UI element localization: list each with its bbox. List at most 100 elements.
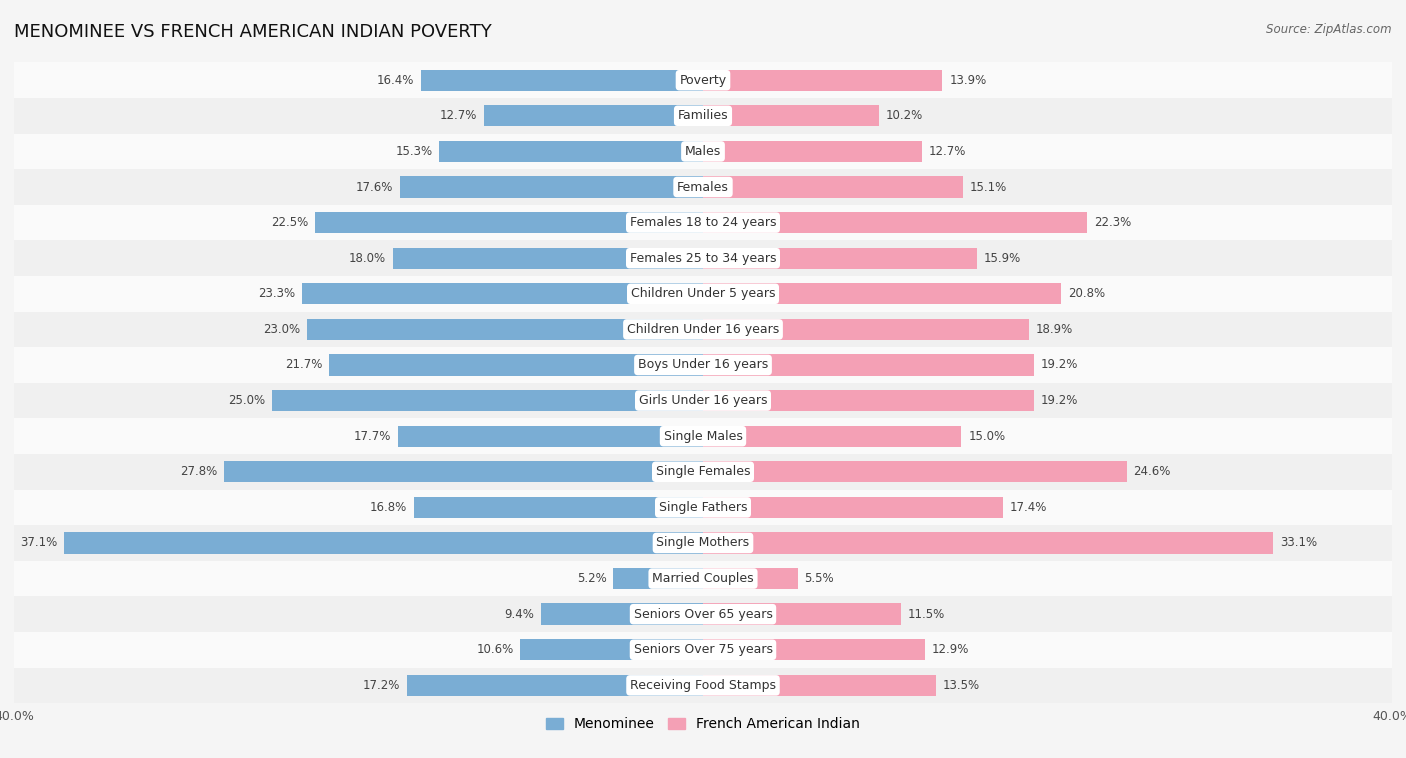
Bar <box>703 390 1033 412</box>
Text: Girls Under 16 years: Girls Under 16 years <box>638 394 768 407</box>
Bar <box>520 639 703 660</box>
Bar <box>14 276 1392 312</box>
Text: 12.7%: 12.7% <box>440 109 478 122</box>
Text: 18.0%: 18.0% <box>349 252 387 265</box>
Bar <box>420 70 703 91</box>
Text: 13.9%: 13.9% <box>949 74 987 86</box>
Bar <box>440 141 703 162</box>
Bar <box>14 668 1392 703</box>
Bar <box>224 461 703 482</box>
Text: 15.3%: 15.3% <box>395 145 433 158</box>
Text: 17.4%: 17.4% <box>1010 501 1047 514</box>
Bar <box>14 240 1392 276</box>
Text: Poverty: Poverty <box>679 74 727 86</box>
Text: 22.3%: 22.3% <box>1094 216 1132 229</box>
Bar <box>703 603 901 625</box>
Text: Married Couples: Married Couples <box>652 572 754 585</box>
Bar <box>703 568 797 589</box>
Bar <box>703 177 963 198</box>
Bar <box>703 248 977 269</box>
Bar <box>398 425 703 447</box>
Bar <box>14 205 1392 240</box>
Text: 9.4%: 9.4% <box>505 608 534 621</box>
Text: 15.0%: 15.0% <box>969 430 1005 443</box>
Bar <box>14 347 1392 383</box>
Text: 17.2%: 17.2% <box>363 679 399 692</box>
Bar <box>315 212 703 233</box>
Text: 5.5%: 5.5% <box>804 572 834 585</box>
Text: 12.7%: 12.7% <box>928 145 966 158</box>
Bar <box>703 283 1062 305</box>
Text: Females 25 to 34 years: Females 25 to 34 years <box>630 252 776 265</box>
Bar <box>703 461 1126 482</box>
Text: Boys Under 16 years: Boys Under 16 years <box>638 359 768 371</box>
Text: Source: ZipAtlas.com: Source: ZipAtlas.com <box>1267 23 1392 36</box>
Bar <box>703 532 1272 553</box>
Text: Single Fathers: Single Fathers <box>659 501 747 514</box>
Bar <box>541 603 703 625</box>
Text: 20.8%: 20.8% <box>1069 287 1105 300</box>
Text: 25.0%: 25.0% <box>228 394 266 407</box>
Text: Families: Families <box>678 109 728 122</box>
Bar <box>14 62 1392 98</box>
Text: 12.9%: 12.9% <box>932 644 970 656</box>
Text: 27.8%: 27.8% <box>180 465 218 478</box>
Bar <box>14 454 1392 490</box>
Text: Single Mothers: Single Mothers <box>657 537 749 550</box>
Bar <box>392 248 703 269</box>
Text: Children Under 16 years: Children Under 16 years <box>627 323 779 336</box>
Bar <box>703 496 1002 518</box>
Text: 33.1%: 33.1% <box>1279 537 1317 550</box>
Text: 37.1%: 37.1% <box>20 537 58 550</box>
Bar <box>703 212 1087 233</box>
Text: Single Males: Single Males <box>664 430 742 443</box>
Text: Females: Females <box>678 180 728 193</box>
Text: Seniors Over 75 years: Seniors Over 75 years <box>634 644 772 656</box>
Text: 5.2%: 5.2% <box>576 572 606 585</box>
Bar <box>14 312 1392 347</box>
Text: 24.6%: 24.6% <box>1133 465 1171 478</box>
Text: Seniors Over 65 years: Seniors Over 65 years <box>634 608 772 621</box>
Text: 23.3%: 23.3% <box>257 287 295 300</box>
Text: 19.2%: 19.2% <box>1040 394 1078 407</box>
Bar <box>14 561 1392 597</box>
Bar <box>703 354 1033 376</box>
Legend: Menominee, French American Indian: Menominee, French American Indian <box>540 712 866 737</box>
Text: MENOMINEE VS FRENCH AMERICAN INDIAN POVERTY: MENOMINEE VS FRENCH AMERICAN INDIAN POVE… <box>14 23 492 41</box>
Text: Single Females: Single Females <box>655 465 751 478</box>
Text: 10.6%: 10.6% <box>477 644 513 656</box>
Bar <box>399 177 703 198</box>
Text: 17.7%: 17.7% <box>354 430 391 443</box>
Text: Receiving Food Stamps: Receiving Food Stamps <box>630 679 776 692</box>
Text: 16.8%: 16.8% <box>370 501 406 514</box>
Text: 18.9%: 18.9% <box>1035 323 1073 336</box>
Text: Females 18 to 24 years: Females 18 to 24 years <box>630 216 776 229</box>
Bar <box>14 490 1392 525</box>
Bar <box>406 675 703 696</box>
Text: 13.5%: 13.5% <box>942 679 980 692</box>
Bar <box>703 675 935 696</box>
Bar <box>703 141 922 162</box>
Bar <box>65 532 703 553</box>
Text: Children Under 5 years: Children Under 5 years <box>631 287 775 300</box>
Text: 15.9%: 15.9% <box>984 252 1021 265</box>
Bar <box>302 283 703 305</box>
Bar <box>14 525 1392 561</box>
Bar <box>14 98 1392 133</box>
Bar <box>703 318 1029 340</box>
Bar <box>703 105 879 127</box>
Bar <box>613 568 703 589</box>
Text: 23.0%: 23.0% <box>263 323 299 336</box>
Bar <box>703 70 942 91</box>
Bar <box>14 169 1392 205</box>
Text: 10.2%: 10.2% <box>886 109 922 122</box>
Bar <box>307 318 703 340</box>
Text: 21.7%: 21.7% <box>285 359 322 371</box>
Text: 15.1%: 15.1% <box>970 180 1007 193</box>
Bar <box>14 632 1392 668</box>
Text: 22.5%: 22.5% <box>271 216 308 229</box>
Bar <box>14 418 1392 454</box>
Bar <box>273 390 703 412</box>
Bar <box>329 354 703 376</box>
Bar <box>14 133 1392 169</box>
